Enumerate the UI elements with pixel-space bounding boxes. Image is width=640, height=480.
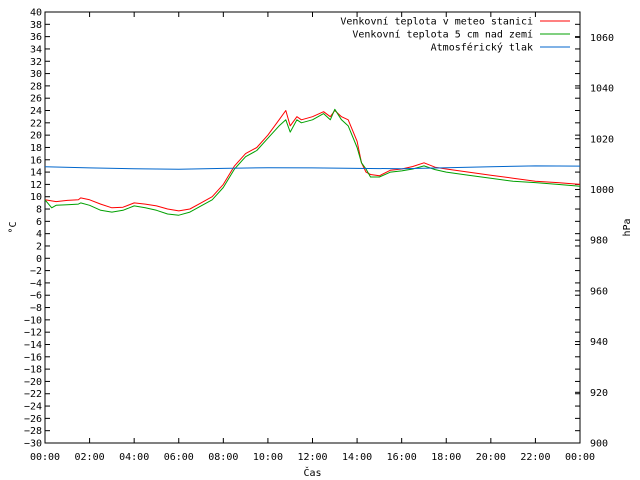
y-tick-label: 0 (36, 254, 42, 265)
y-tick-label: 22 (30, 118, 42, 129)
x-tick-label: 16:00 (387, 452, 417, 463)
y-tick-label: −2 (30, 266, 42, 277)
y-tick-label: 16 (30, 155, 42, 166)
x-axis-label: Čas (303, 466, 321, 479)
y-tick-label: −28 (24, 426, 42, 437)
x-tick-label: 12:00 (297, 452, 327, 463)
y-tick-label: −4 (30, 278, 42, 289)
y2-tick-label: 1040 (590, 84, 614, 95)
x-tick-label: 14:00 (342, 452, 372, 463)
y-tick-label: −10 (24, 315, 42, 326)
y-tick-label: 26 (30, 94, 42, 105)
y-tick-label: 38 (30, 20, 42, 31)
legend: Venkovní teplota v meteo staniciVenkovní… (340, 16, 570, 54)
y-tick-label: −8 (30, 303, 42, 314)
y-tick-label: −6 (30, 291, 42, 302)
y-tick-label: 18 (30, 143, 42, 154)
y-tick-label: 14 (30, 168, 42, 179)
y-tick-label: 6 (36, 217, 42, 228)
y-tick-label: −22 (24, 389, 42, 400)
y-tick-label: −26 (24, 414, 42, 425)
y-tick-label: 32 (30, 57, 42, 68)
y-tick-label: −12 (24, 328, 42, 339)
x-tick-label: 10:00 (253, 452, 283, 463)
series-line-2 (44, 108, 581, 216)
y-tick-label: −18 (24, 365, 42, 376)
y2-tick-label: 920 (590, 388, 608, 399)
y2-tick-label: 960 (590, 286, 608, 297)
series-lines (44, 108, 581, 216)
y-tick-label: 40 (30, 8, 42, 19)
y-tick-label: 20 (30, 131, 42, 142)
y-tick-label: 28 (30, 81, 42, 92)
legend-label-1: Venkovní teplota v meteo stanici (340, 16, 533, 28)
y-axis-label: °C (8, 221, 19, 233)
y2-axis-label: hPa (622, 218, 633, 236)
y-tick-label: 12 (30, 180, 42, 191)
y-tick-label: −30 (24, 439, 42, 450)
axis-ticks: 4038363432302826242220181614121086420−2−… (24, 8, 614, 464)
y-tick-label: 2 (36, 241, 42, 252)
y-tick-label: 4 (36, 229, 42, 240)
y-tick-label: 36 (30, 32, 42, 43)
x-tick-label: 20:00 (476, 452, 506, 463)
y2-tick-label: 1060 (590, 33, 614, 44)
y-tick-label: 10 (30, 192, 42, 203)
x-tick-label: 06:00 (164, 452, 194, 463)
legend-label-2: Venkovní teplota 5 cm nad zemí (352, 29, 533, 41)
x-tick-label: 18:00 (431, 452, 461, 463)
y-tick-label: −16 (24, 352, 42, 363)
x-tick-label: 00:00 (565, 452, 595, 463)
y2-tick-label: 900 (590, 439, 608, 450)
y-tick-label: 8 (36, 205, 42, 216)
x-tick-label: 22:00 (520, 452, 550, 463)
y2-tick-label: 1020 (590, 134, 614, 145)
y-tick-label: 24 (30, 106, 42, 117)
y-tick-label: −20 (24, 377, 42, 388)
y2-tick-label: 1000 (590, 185, 614, 196)
x-tick-label: 04:00 (119, 452, 149, 463)
x-tick-label: 00:00 (30, 452, 60, 463)
y2-tick-label: 940 (590, 337, 608, 348)
y-tick-label: −24 (24, 402, 42, 413)
x-tick-label: 08:00 (208, 452, 238, 463)
y-tick-label: −14 (24, 340, 42, 351)
y-tick-label: 30 (30, 69, 42, 80)
series-line-3 (44, 165, 581, 170)
legend-label-3: Atmosférický tlak (431, 42, 533, 54)
x-tick-label: 02:00 (75, 452, 105, 463)
y-tick-label: 34 (30, 44, 42, 55)
y2-tick-label: 980 (590, 236, 608, 247)
series-line-1 (44, 110, 581, 212)
